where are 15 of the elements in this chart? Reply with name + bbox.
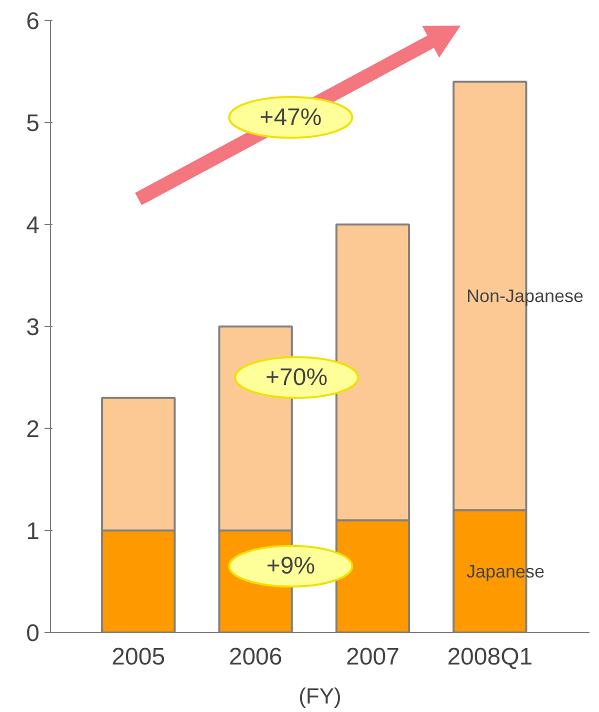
x-tick-label: 2008Q1 [447, 644, 533, 670]
annotation: +47% [260, 104, 322, 131]
y-tick-label: 0 [26, 620, 40, 647]
x-tick-label: 2005 [112, 644, 166, 670]
annotation: +70% [266, 364, 328, 391]
x-tick-label: 2007 [346, 644, 400, 670]
y-tick-label: 2 [26, 416, 40, 443]
x-axis-title: (FY) [298, 684, 342, 708]
annotation: +9% [266, 552, 316, 580]
y-tick-label: 5 [26, 110, 40, 137]
y-tick-label: 6 [26, 8, 40, 35]
y-tick-label: 4 [26, 212, 40, 239]
y-tick-label: 1 [26, 518, 40, 545]
y-tick-label: 3 [26, 314, 40, 341]
x-tick-label: 2006 [228, 644, 282, 670]
